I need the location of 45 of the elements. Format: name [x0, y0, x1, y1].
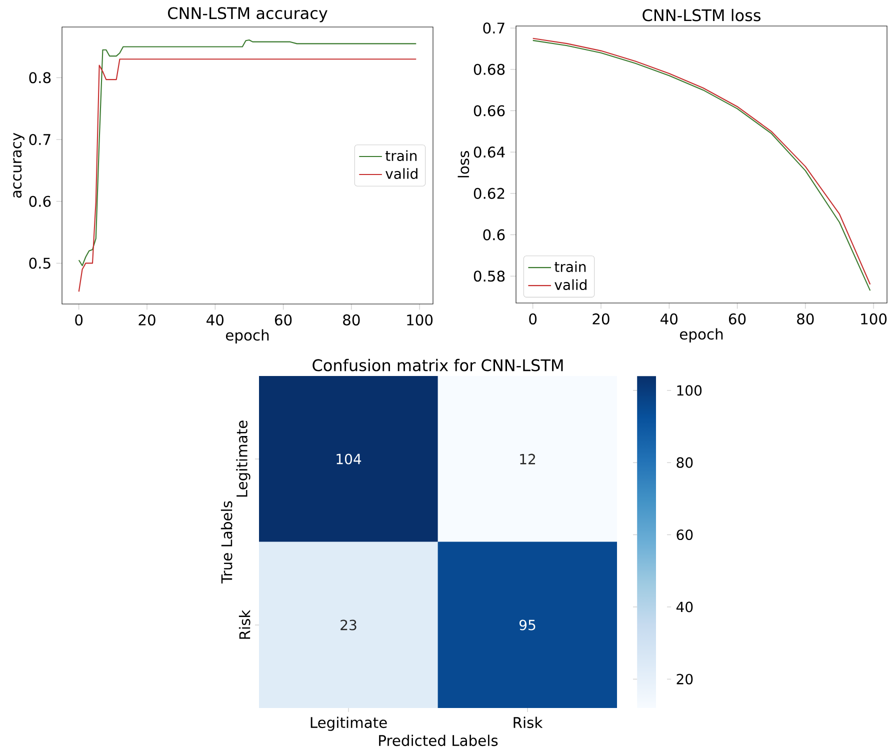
y-tick-label: 0.8 [29, 72, 51, 84]
color-bar-label: 100 [677, 385, 702, 396]
x-tick-label: 0 [529, 313, 537, 324]
color-bar-label: 40 [676, 602, 693, 612]
y-tick-label: 0.64 [474, 146, 505, 158]
x-tick-label: 40 [660, 313, 678, 324]
y-tick-label: 0.6 [483, 229, 505, 240]
y-tick-label: 0.66 [474, 105, 505, 116]
x-tick-label: 0 [75, 314, 83, 326]
data-label: 95 [519, 620, 536, 630]
x-tick-label: 60 [728, 313, 746, 324]
chart-title: CNN-LSTM accuracy [168, 7, 328, 22]
x-tick-label: 80 [343, 314, 360, 326]
y-tick-label: 0.5 [29, 258, 50, 269]
x-tick-label: 20 [592, 313, 610, 324]
legend-label: valid [386, 168, 418, 179]
data-label: 23 [340, 620, 356, 630]
color-bar-label: 60 [676, 529, 693, 540]
legend-label: valid [554, 279, 586, 290]
data-label: 12 [520, 454, 536, 464]
legend-label: train [554, 261, 586, 272]
y-tick-label: 0.7 [29, 134, 50, 146]
x-tick-label: 40 [206, 314, 224, 326]
x-tick-label: 100 [407, 314, 433, 326]
chart-title: Confusion matrix for CNN-LSTM [312, 358, 563, 372]
y-tick-label: 0.7 [483, 22, 504, 34]
legend-label: train [386, 150, 417, 162]
x-axis-title: Predicted Labels [379, 734, 498, 746]
x-tick-label: 100 [861, 313, 887, 324]
chart-title: CNN-LSTM loss [642, 8, 760, 22]
y-tick-label: 0.62 [474, 188, 504, 199]
x-axis-title: epoch [680, 328, 723, 343]
color-bar-label: 20 [676, 674, 693, 684]
x-tick-label: 60 [274, 314, 292, 326]
data-label: 104 [336, 454, 362, 464]
y-tick-label: 0.6 [29, 196, 51, 207]
color-bar-label: 80 [676, 457, 693, 468]
y-axis-title: loss [458, 151, 470, 178]
y-tick-label: 0.68 [474, 64, 505, 75]
y-axis-title: True Labels [220, 501, 232, 584]
y-tick-label: 0.58 [474, 270, 505, 282]
x-tick-label: 80 [797, 313, 814, 324]
y-axis-title: accuracy [13, 132, 24, 198]
x-axis-title: epoch [226, 329, 269, 344]
x-tick-label: 20 [138, 314, 156, 326]
